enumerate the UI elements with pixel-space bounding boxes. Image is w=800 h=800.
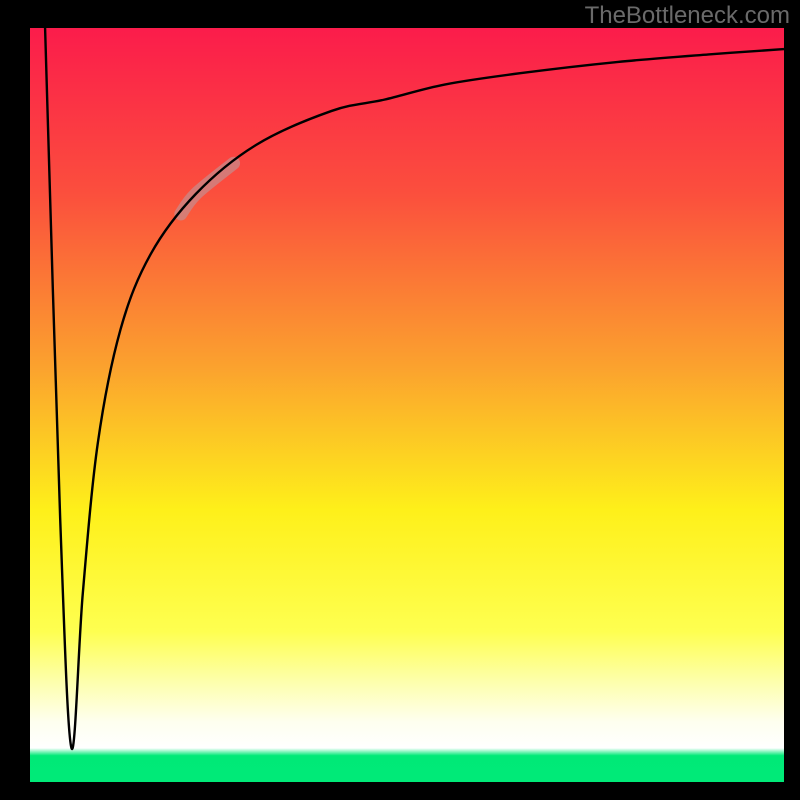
bottleneck-chart	[0, 0, 800, 800]
plot-background	[30, 28, 784, 782]
attribution-label: TheBottleneck.com	[585, 2, 790, 30]
chart-stage: TheBottleneck.com	[0, 0, 800, 800]
